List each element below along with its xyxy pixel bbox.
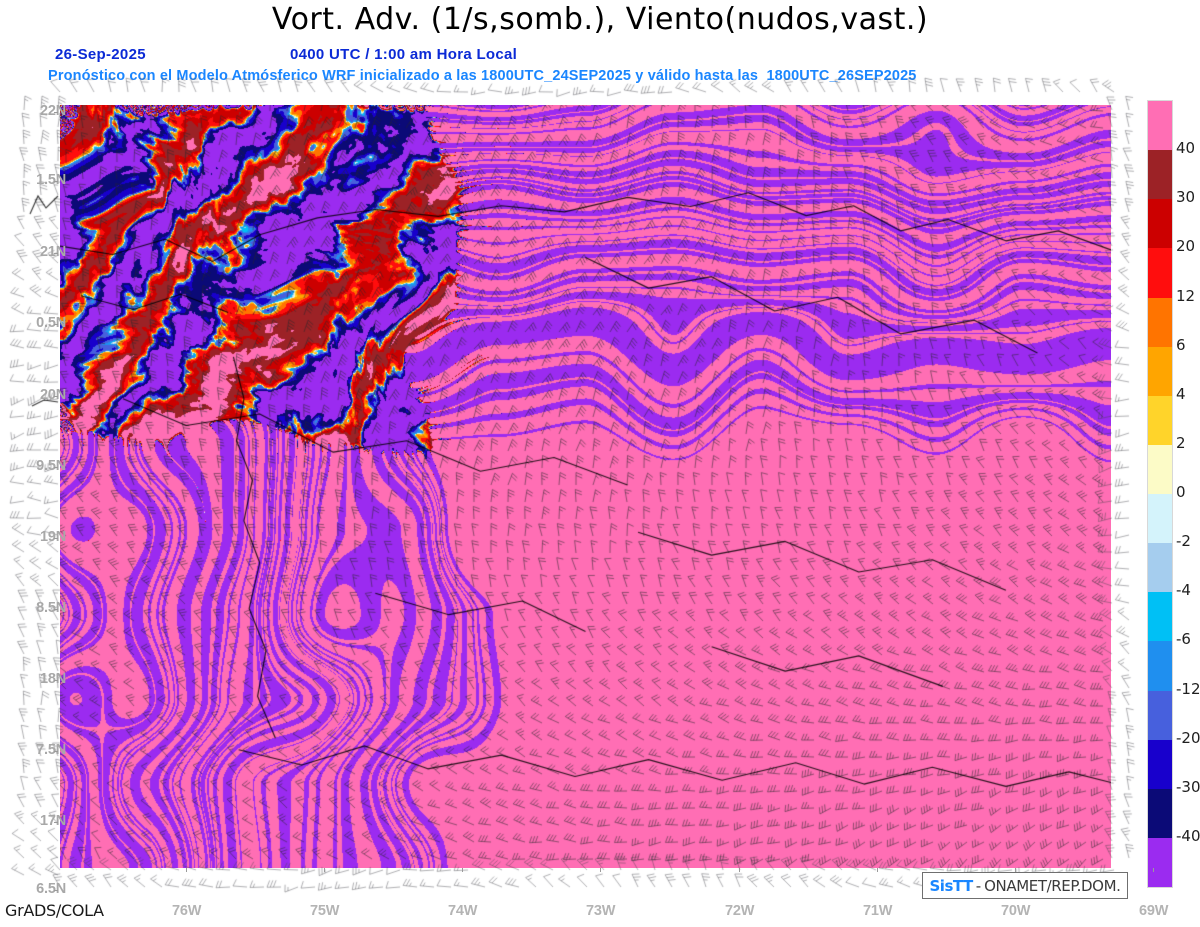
y-tick-mark	[54, 609, 58, 610]
colorbar-band	[1148, 297, 1172, 347]
logo-separator: -	[975, 876, 982, 895]
x-tick-mark	[1015, 868, 1016, 872]
colorbar-tick-label: 12	[1176, 286, 1196, 305]
colorbar-tick-label: -12	[1176, 679, 1200, 698]
x-tick-label: 71W	[863, 903, 893, 919]
colorbar-tick-label: 2	[1176, 433, 1186, 452]
colorbar-band	[1148, 788, 1172, 838]
colorbar-band	[1148, 690, 1172, 740]
y-tick-label: 0.5N	[36, 315, 66, 331]
colorbar-band	[1148, 543, 1172, 593]
colorbar-band	[1148, 444, 1172, 494]
x-tick-label: 73W	[586, 903, 616, 919]
colorbar-tick-label: -40	[1176, 826, 1200, 845]
sistt-logo-text: SisTT	[929, 876, 974, 895]
forecast-time: 0400 UTC / 1:00 am Hora Local	[290, 46, 518, 63]
x-tick-mark	[600, 868, 601, 872]
forecast-date: 26-Sep-2025	[55, 46, 146, 63]
y-tick-label: 18N	[40, 671, 66, 687]
colorbar-tick-label: -20	[1176, 728, 1200, 747]
y-tick-mark	[54, 181, 58, 182]
colorbar-band	[1148, 346, 1172, 396]
y-tick-mark	[54, 538, 58, 539]
colorbar-band	[1148, 150, 1172, 200]
sistt-logo-box: SisTT - ONAMET/REP.DOM.	[922, 872, 1128, 899]
y-tick-mark	[54, 822, 58, 823]
colorbar-tick-label: -6	[1176, 630, 1191, 649]
y-tick-label: 22N	[40, 103, 66, 119]
y-tick-mark	[54, 324, 58, 325]
y-tick-mark	[54, 890, 58, 891]
coastline-overlay-canvas	[60, 105, 1111, 868]
y-tick-label: 1.5N	[36, 172, 66, 188]
colorbar-band	[1148, 641, 1172, 691]
forecast-validity: Pronóstico con el Modelo Atmósferico WRF…	[48, 68, 917, 84]
y-tick-label: 8.5N	[36, 600, 66, 616]
x-tick-mark	[186, 868, 187, 872]
colorbar-band	[1148, 248, 1172, 298]
colorbar-tick-label: 6	[1176, 335, 1186, 354]
colorbar-band	[1148, 592, 1172, 642]
onamet-org-text: ONAMET/REP.DOM.	[984, 876, 1121, 895]
x-tick-label: 75W	[310, 903, 340, 919]
y-tick-label: 21N	[40, 244, 66, 260]
y-tick-mark	[54, 253, 58, 254]
x-tick-mark	[1153, 868, 1154, 872]
y-tick-label: 6.5N	[36, 881, 66, 897]
x-tick-label: 72W	[725, 903, 755, 919]
y-tick-label: 19N	[40, 529, 66, 545]
x-tick-label: 74W	[448, 903, 478, 919]
grads-attribution: GrADS/COLA	[5, 901, 104, 920]
y-tick-mark	[54, 396, 58, 397]
colorbar-band	[1148, 837, 1172, 887]
colorbar-tick-label: -30	[1176, 777, 1200, 796]
y-tick-label: 9.5N	[36, 458, 66, 474]
colorbar-tick-label: 30	[1176, 188, 1196, 207]
x-tick-label: 69W	[1139, 903, 1169, 919]
colorbar-band	[1148, 739, 1172, 789]
x-tick-mark	[324, 868, 325, 872]
x-tick-mark	[462, 868, 463, 872]
y-tick-mark	[54, 467, 58, 468]
colorbar-band	[1148, 494, 1172, 544]
colorbar-tick-labels: 40 30 20 12 6 4 2 0 -2 -4 -6 -12 -20 -30 -40	[1176, 100, 1200, 886]
y-tick-mark	[54, 112, 58, 113]
colorbar-tick-label: 0	[1176, 483, 1186, 501]
colorbar-band	[1148, 395, 1172, 445]
colorbar-tick-label: 4	[1176, 384, 1186, 403]
colorbar-band	[1148, 199, 1172, 249]
y-tick-label: 17N	[40, 813, 66, 829]
colorbar-band	[1148, 101, 1172, 151]
colorbar[interactable]	[1147, 100, 1173, 888]
y-tick-mark	[54, 751, 58, 752]
colorbar-tick-label: -4	[1176, 581, 1191, 600]
colorbar-tick-label: 40	[1176, 139, 1196, 158]
y-tick-label: 7.5N	[36, 742, 66, 758]
map-plot-area[interactable]	[60, 105, 1111, 868]
colorbar-tick-label: -2	[1176, 532, 1191, 551]
x-tick-label: 70W	[1001, 903, 1031, 919]
x-tick-mark	[739, 868, 740, 872]
y-tick-mark	[54, 680, 58, 681]
y-tick-label: 20N	[40, 387, 66, 403]
x-tick-mark	[877, 868, 878, 872]
page-title: Vort. Adv. (1/s,somb.), Viento(nudos,vas…	[271, 2, 929, 37]
colorbar-tick-label: 20	[1176, 237, 1196, 256]
x-tick-label: 76W	[172, 903, 202, 919]
